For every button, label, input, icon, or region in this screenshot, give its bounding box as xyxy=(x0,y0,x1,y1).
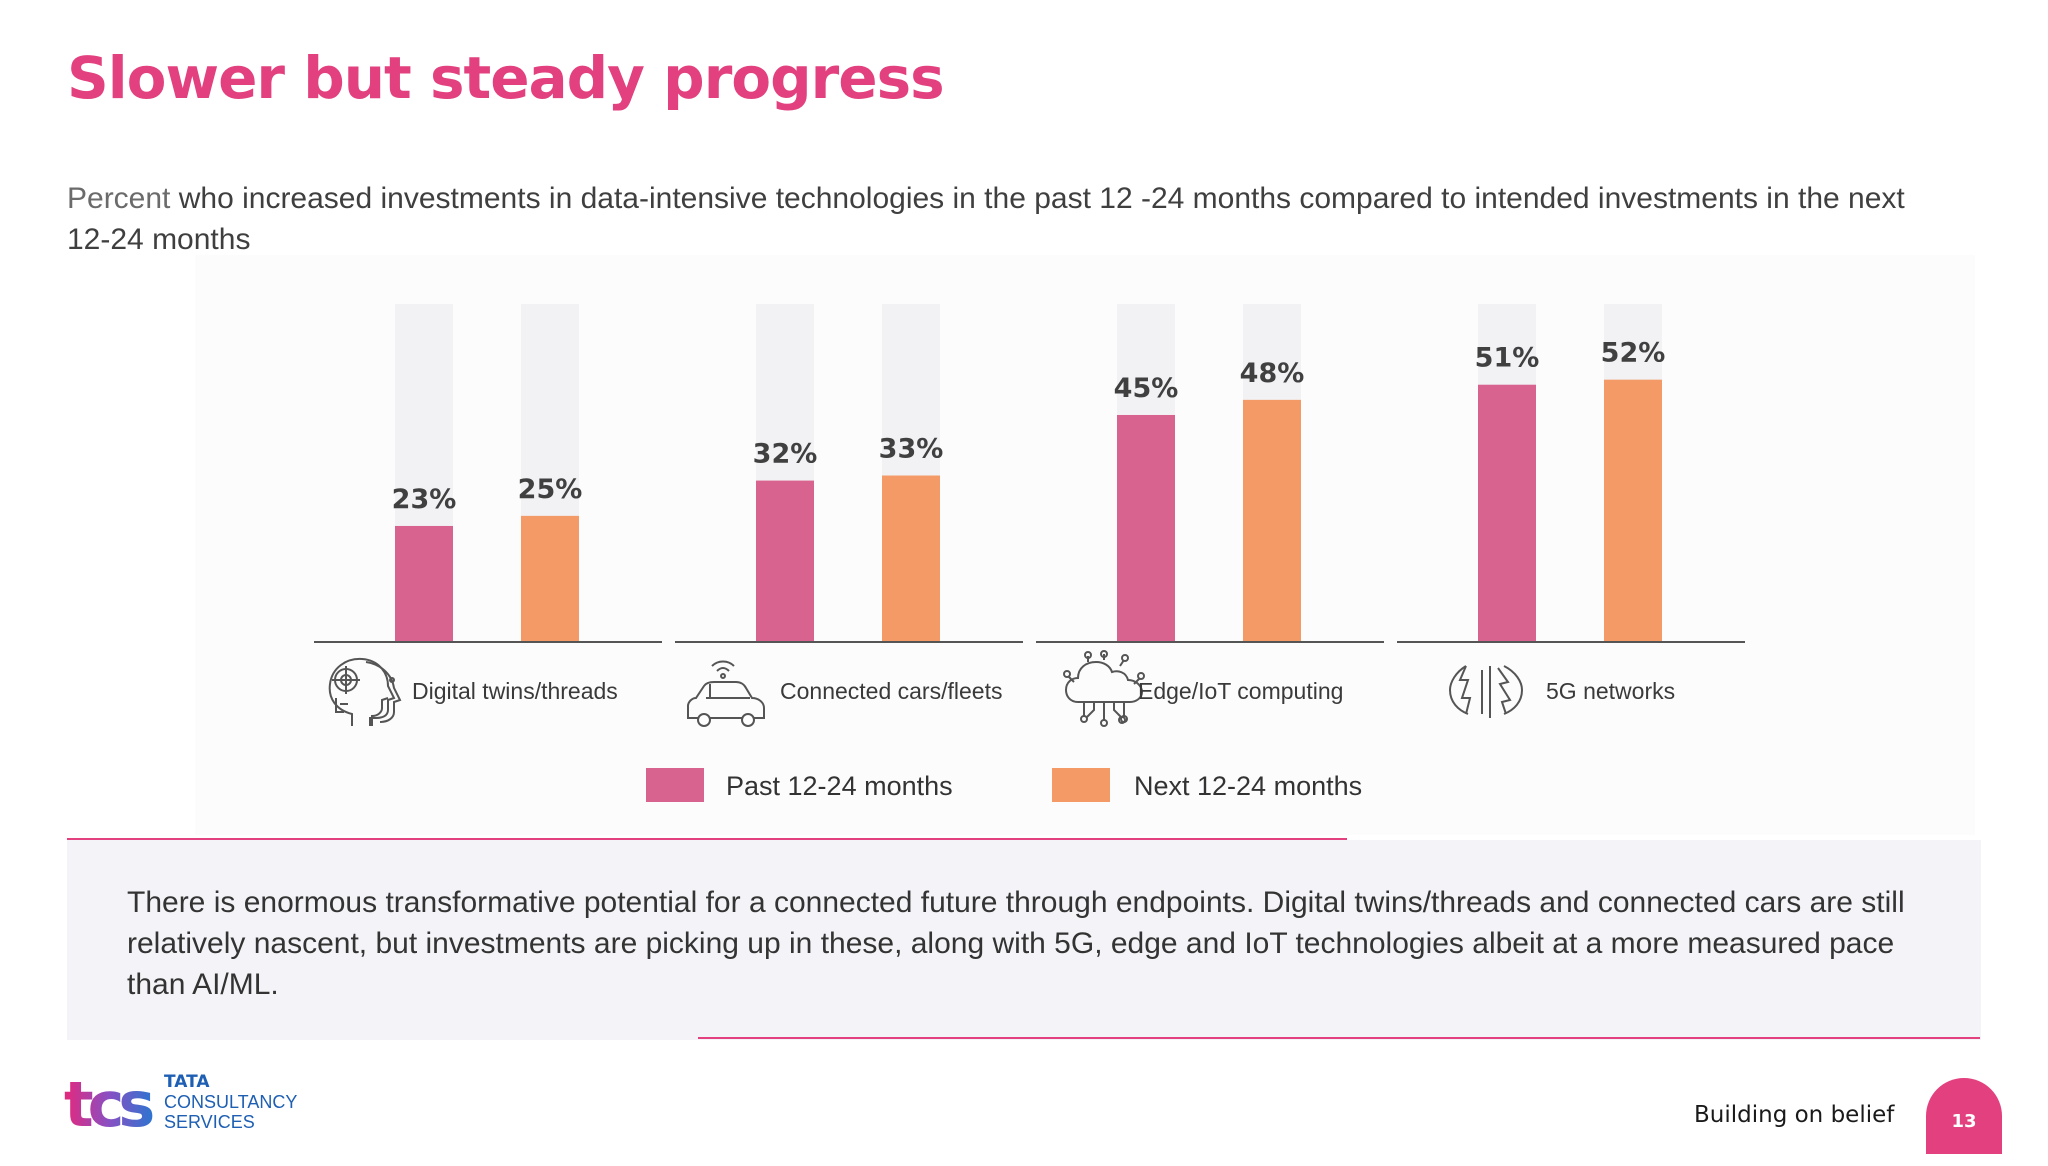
bar-past xyxy=(395,525,453,642)
logo-line1: TATA xyxy=(164,1072,210,1092)
callout-box: There is enormous transformative potenti… xyxy=(67,840,1981,1040)
cloud-iot-icon xyxy=(1063,650,1145,727)
head-network-icon xyxy=(328,657,402,726)
value-label: 45% xyxy=(1114,373,1179,404)
logo-line2: CONSULTANCY xyxy=(164,1092,297,1112)
legend-swatch xyxy=(646,768,704,802)
bar-chart: 23% 25% 32% 33% 45% 48% 51% 52% xyxy=(314,304,1745,802)
chart-background xyxy=(195,255,1975,835)
legend-label: Next 12-24 months xyxy=(1134,771,1362,801)
legend-label: Past 12-24 months xyxy=(726,771,953,801)
connected-car-icon xyxy=(687,660,765,727)
legend-swatch xyxy=(1052,768,1110,802)
callout-bottom-rule xyxy=(698,1037,1980,1039)
page-number: 13 xyxy=(1926,1078,2002,1154)
logo-line3: SERVICES xyxy=(164,1112,255,1132)
bar-past xyxy=(1478,384,1536,642)
value-label: 33% xyxy=(879,434,944,465)
category-label: Connected cars/fleets xyxy=(780,678,1002,704)
tagline: Building on belief xyxy=(1694,1102,1895,1128)
category-label: Digital twins/threads xyxy=(412,678,618,704)
bar-next xyxy=(1604,379,1662,642)
bar-past xyxy=(1117,414,1175,642)
bar-next xyxy=(882,475,940,642)
value-label: 23% xyxy=(392,484,457,515)
logo-mark: tcs xyxy=(64,1070,152,1136)
bar-next xyxy=(1243,399,1301,642)
value-label: 51% xyxy=(1475,343,1540,374)
category-label: Edge/IoT computing xyxy=(1138,678,1343,704)
subtitle-text: who increased investments in data-intens… xyxy=(67,182,1905,256)
value-label: 25% xyxy=(518,474,583,505)
callout-top-rule xyxy=(67,838,1347,840)
tcs-logo: tcs TATA CONSULTANCY SERVICES xyxy=(64,1070,297,1136)
bar-next xyxy=(521,515,579,642)
slide-title: Slower but steady progress xyxy=(67,44,945,112)
chart-subtitle: Percent who increased investments in dat… xyxy=(67,178,1947,260)
bar-past xyxy=(756,480,814,642)
value-label: 48% xyxy=(1240,358,1305,389)
callout-text: There is enormous transformative potenti… xyxy=(127,886,1905,1001)
subtitle-lead-word: Percent xyxy=(67,182,171,215)
value-label: 32% xyxy=(753,439,818,470)
value-label: 52% xyxy=(1601,338,1666,369)
category-label: 5G networks xyxy=(1546,678,1675,704)
5g-network-icon xyxy=(1448,665,1524,718)
